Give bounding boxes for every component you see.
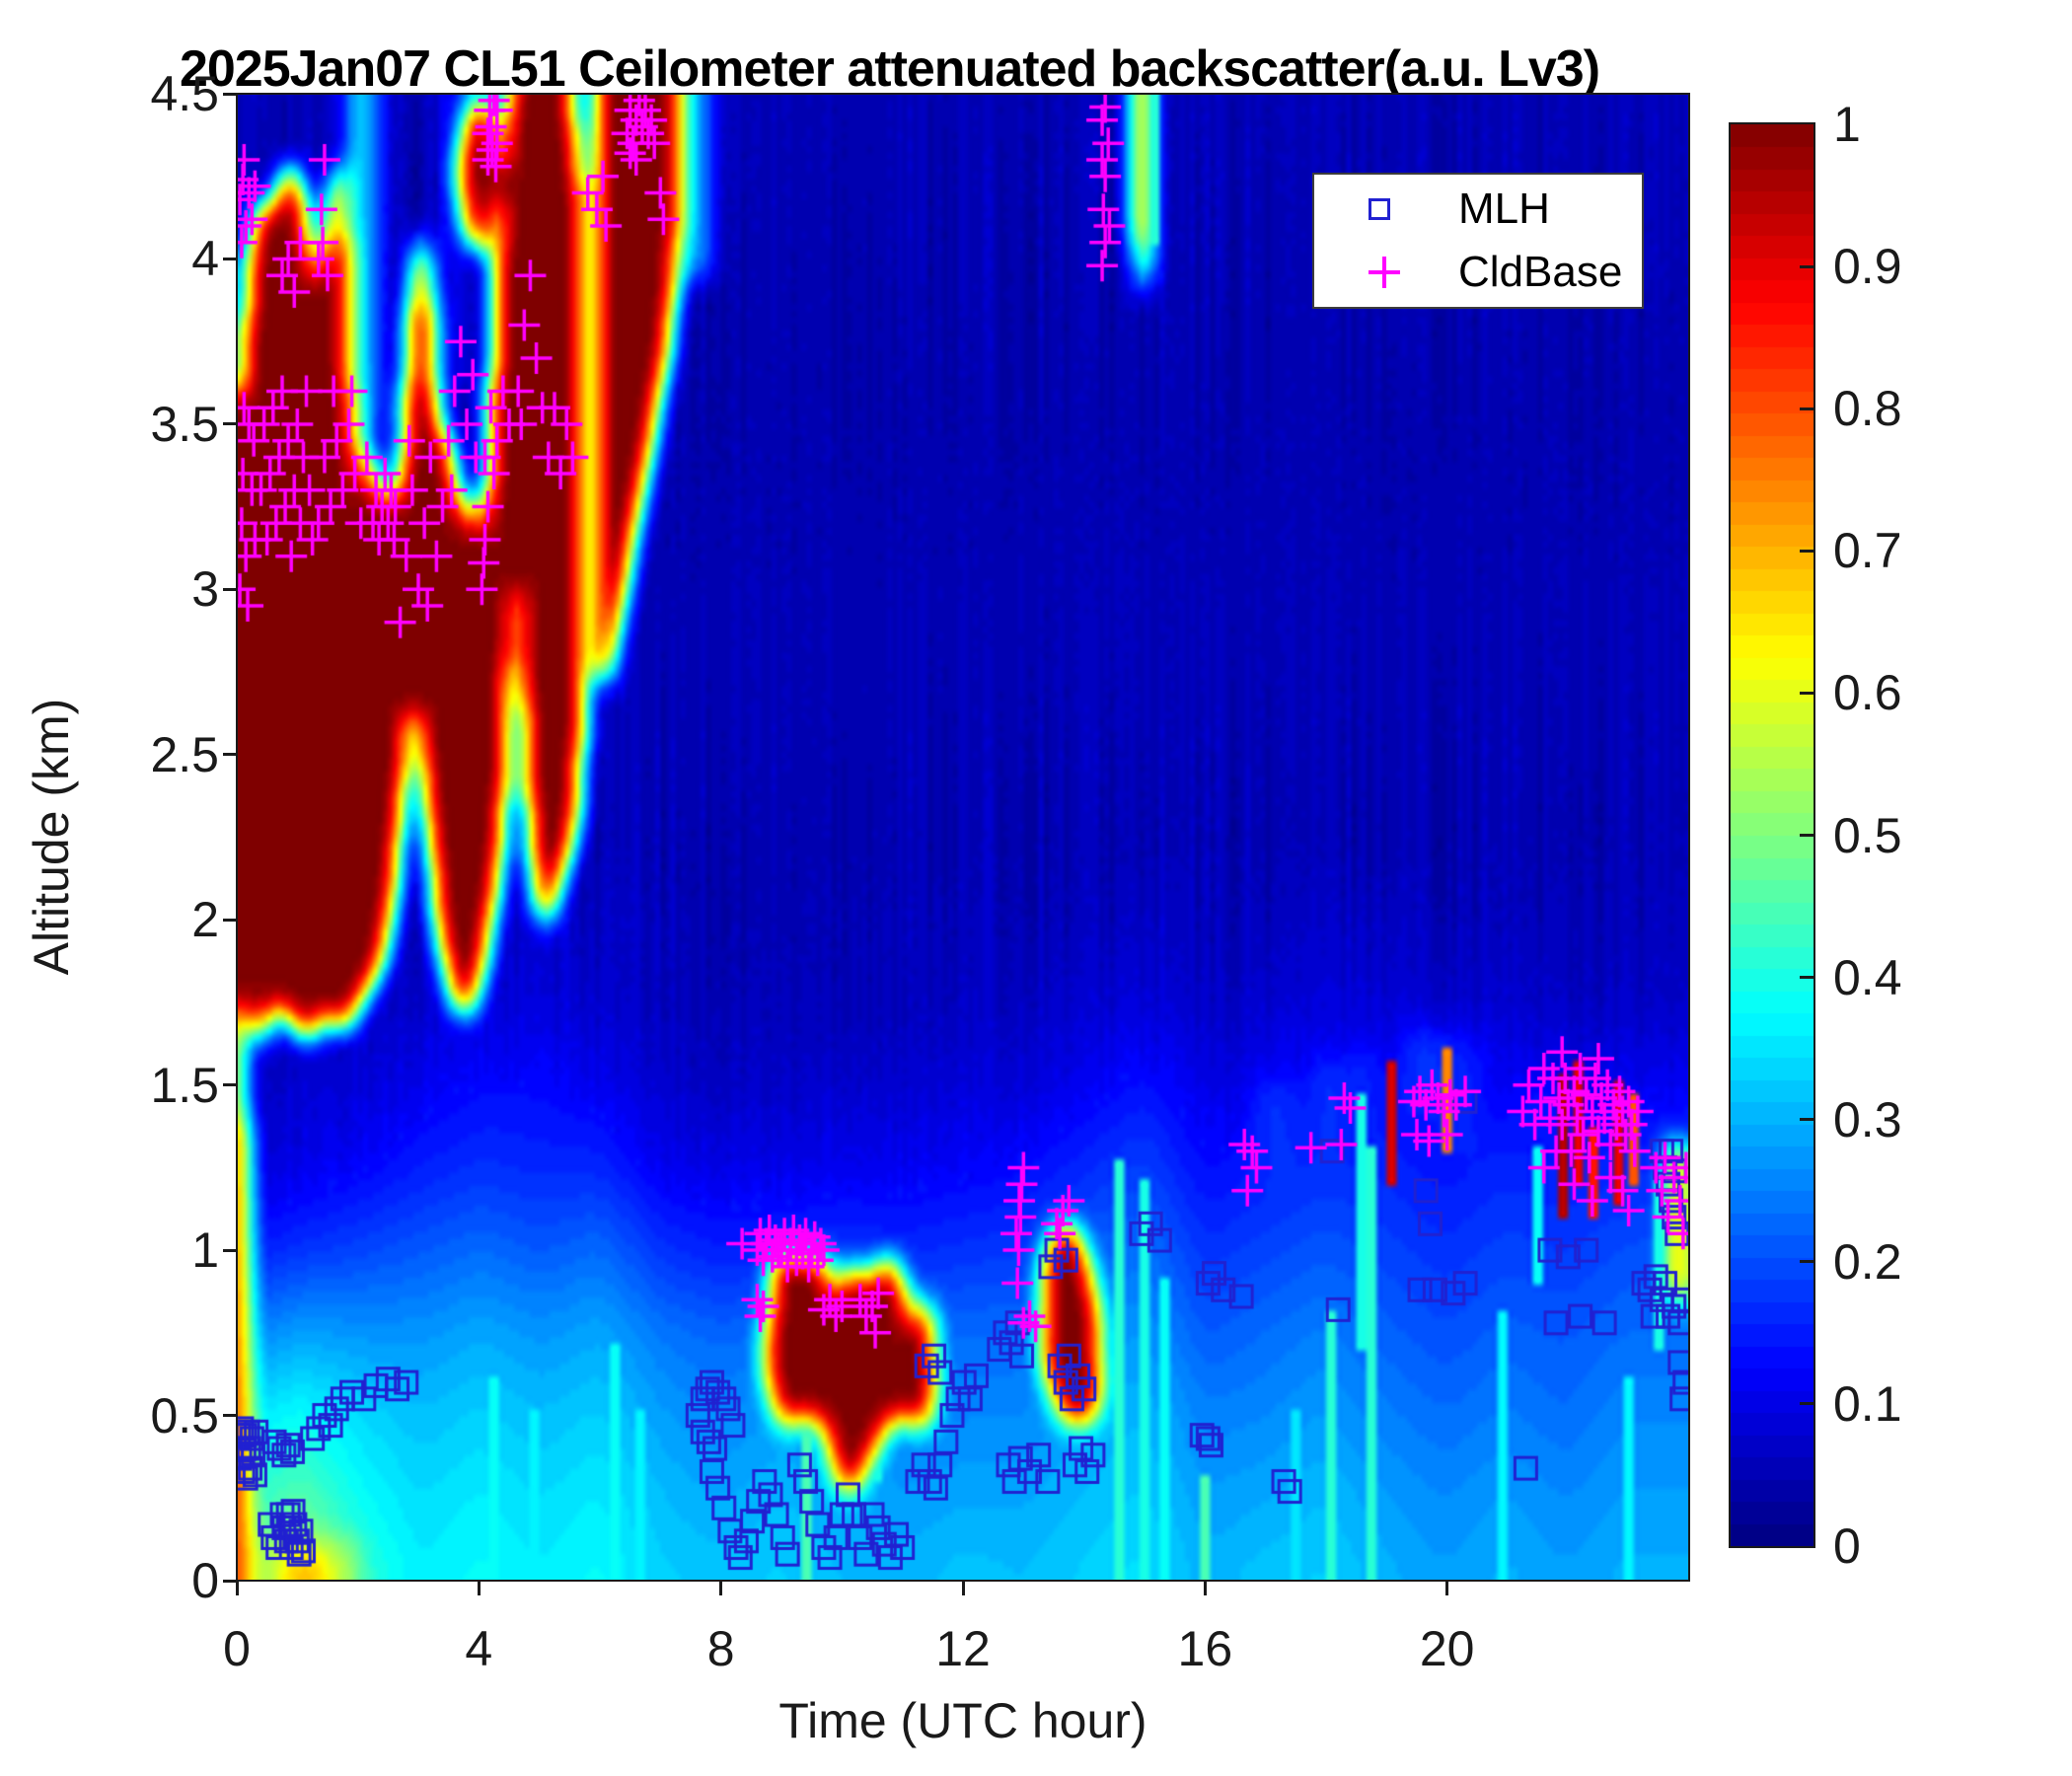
plot-border	[236, 93, 1690, 1582]
y-tick-label: 4	[191, 231, 219, 287]
y-tick-label: 1.5	[150, 1057, 219, 1113]
colorbar-tick-mark	[1800, 1402, 1813, 1406]
y-tick-mark	[223, 422, 237, 426]
y-tick-label: 3.5	[150, 396, 219, 452]
legend-item-mlh: MLH	[1314, 178, 1642, 241]
colorbar-tick-mark	[1800, 407, 1813, 410]
y-tick-label: 3	[191, 561, 219, 618]
x-tick-mark	[1203, 1581, 1207, 1595]
colorbar-tick-label: 0.1	[1833, 1375, 1902, 1432]
legend-label-mlh: MLH	[1458, 185, 1550, 233]
x-tick-label: 4	[465, 1621, 493, 1676]
y-tick-mark	[223, 257, 237, 260]
x-tick-label: 8	[706, 1621, 735, 1676]
legend-label-cldbase: CldBase	[1458, 248, 1623, 296]
y-tick-mark	[223, 1248, 237, 1252]
colorbar-tick-mark	[1800, 1260, 1813, 1264]
colorbar-tick-mark	[1800, 834, 1813, 837]
y-tick-label: 1	[191, 1222, 219, 1279]
y-tick-mark	[223, 587, 237, 591]
x-tick-mark	[719, 1581, 723, 1595]
chart-title: 2025Jan07 CL51 Ceilometer attenuated bac…	[179, 40, 1600, 98]
colorbar-tick-label: 0	[1833, 1518, 1861, 1574]
x-tick-label: 20	[1419, 1621, 1475, 1676]
x-axis-label: Time (UTC hour)	[778, 1693, 1147, 1748]
colorbar-tick-label: 0.3	[1833, 1091, 1902, 1147]
cldbase-plus-marker-icon	[1369, 257, 1400, 288]
colorbar-tick-mark	[1800, 549, 1813, 553]
y-tick-mark	[223, 918, 237, 922]
x-tick-mark	[1445, 1581, 1449, 1595]
colorbar-tick-label: 0.8	[1833, 381, 1902, 437]
y-tick-mark	[223, 1579, 237, 1583]
colorbar-tick-label: 0.9	[1833, 239, 1902, 295]
colorbar-tick-label: 0.7	[1833, 523, 1902, 579]
y-tick-label: 0.5	[150, 1387, 219, 1443]
y-tick-label: 2	[191, 892, 219, 948]
y-tick-mark	[223, 1083, 237, 1087]
colorbar-tick-label: 0.5	[1833, 807, 1902, 863]
x-tick-mark	[235, 1581, 239, 1595]
colorbar-tick-label: 0.4	[1833, 949, 1902, 1005]
x-tick-mark	[477, 1581, 481, 1595]
y-tick-label: 4.5	[150, 66, 219, 121]
legend: MLH CldBase	[1312, 173, 1644, 309]
colorbar-tick-label: 1	[1833, 97, 1861, 152]
x-tick-mark	[961, 1581, 965, 1595]
x-tick-label: 0	[223, 1621, 251, 1676]
colorbar-tick-mark	[1800, 976, 1813, 980]
y-tick-mark	[223, 92, 237, 96]
colorbar-tick-label: 0.2	[1833, 1233, 1902, 1290]
x-tick-label: 16	[1177, 1621, 1233, 1676]
y-tick-label: 0	[191, 1553, 219, 1608]
colorbar-tick-label: 0.6	[1833, 665, 1902, 721]
heatmap-canvas	[237, 94, 1689, 1581]
x-tick-label: 12	[935, 1621, 991, 1676]
y-tick-label: 2.5	[150, 726, 219, 782]
legend-item-cldbase: CldBase	[1314, 241, 1642, 304]
mlh-square-marker-icon	[1369, 198, 1390, 220]
y-tick-mark	[223, 753, 237, 757]
colorbar-tick-mark	[1800, 1118, 1813, 1122]
y-tick-mark	[223, 1414, 237, 1418]
colorbar-border	[1729, 122, 1815, 1548]
colorbar-tick-mark	[1800, 691, 1813, 695]
colorbar-tick-mark	[1800, 264, 1813, 268]
